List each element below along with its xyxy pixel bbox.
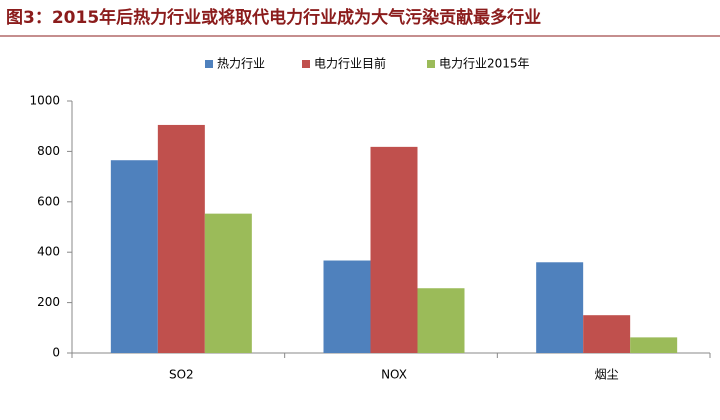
y-tick-label: 0: [52, 346, 60, 360]
bar: [370, 146, 418, 353]
bar: [110, 160, 158, 353]
legend-swatch: [427, 60, 435, 68]
y-tick-label: 400: [37, 245, 60, 259]
legend-label: 电力行业2015年: [439, 57, 530, 71]
legend-label: 热力行业: [217, 57, 265, 71]
bar: [157, 124, 205, 353]
bar: [417, 288, 465, 353]
x-tick-label: SO2: [169, 368, 194, 382]
y-tick-label: 800: [37, 144, 60, 158]
x-tick-label: NOX: [381, 368, 407, 382]
bar: [323, 260, 371, 353]
legend-swatch: [302, 60, 310, 68]
chart-title: 图3：2015年后热力行业或将取代电力行业成为大气污染贡献最多行业: [6, 7, 541, 28]
bar: [536, 262, 584, 353]
y-tick-label: 1000: [29, 94, 60, 108]
legend-swatch: [205, 60, 213, 68]
y-tick-label: 200: [37, 295, 60, 309]
x-tick-label: 烟尘: [595, 368, 619, 382]
bar: [630, 337, 678, 353]
bar: [583, 315, 631, 353]
bar: [204, 213, 252, 353]
legend-label: 电力行业目前: [314, 56, 386, 71]
y-tick-label: 600: [37, 194, 60, 208]
